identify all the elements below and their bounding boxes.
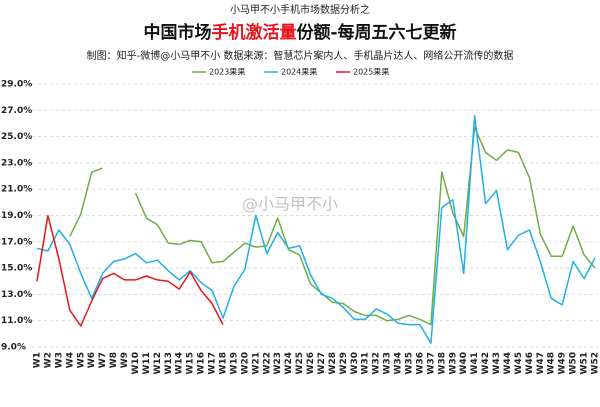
x-tick-label: W22 [262,352,272,374]
x-tick-label: W47 [536,352,546,374]
series-line [36,114,596,344]
y-tick-label: 27.0% [1,106,32,116]
x-tick-label: W44 [503,352,513,374]
x-tick-label: W13 [164,352,174,374]
x-tick-label: W33 [383,352,393,374]
x-tick-label: W20 [240,352,250,374]
x-tick-label: W29 [339,352,349,374]
x-tick-label: W30 [350,352,360,374]
x-tick-label: W38 [437,352,447,374]
x-tick-label: W24 [284,352,294,374]
x-tick-label: W46 [525,352,535,374]
y-tick-label: 11.0% [1,316,32,326]
watermark: @小马甲不小 [242,195,338,214]
x-tick-label: W41 [470,352,480,374]
series-line [36,214,224,327]
x-tick-label: W32 [372,352,382,374]
y-tick-label: 9.0% [1,343,26,353]
y-tick-label: 29.0% [1,80,32,90]
x-tick-label: W40 [459,352,469,374]
x-tick-label: W2 [43,352,53,368]
series-line [69,126,596,326]
y-tick-label: 21.0% [1,185,32,195]
x-tick-label: W48 [547,352,557,374]
x-tick-label: W45 [514,352,524,374]
x-tick-label: W17 [208,352,218,374]
x-tick-label: W1 [33,352,43,368]
y-tick-label: 15.0% [1,264,32,274]
x-tick-label: W9 [120,352,130,368]
x-tick-label: W4 [65,352,75,368]
legend-label: 2023果果 [209,68,245,77]
subtitle: 制图：知乎-微博@小马甲不小 数据来源：智慧芯片案内人、手机晶片达人、网络公开流… [87,49,514,62]
x-tick-label: W23 [273,352,283,374]
x-tick-label: W18 [219,352,229,374]
x-tick-label: W16 [197,352,207,374]
x-tick-label: W8 [109,352,119,368]
x-tick-label: W31 [361,352,371,374]
x-tick-label: W21 [251,352,261,374]
title-part: 中国市场 [143,22,211,43]
x-tick-label: W43 [492,352,502,374]
x-tick-label: W52 [591,352,600,374]
x-tick-label: W12 [153,352,163,374]
x-tick-label: W39 [448,352,458,374]
x-tick-label: W28 [328,352,338,374]
x-tick-label: W34 [394,352,404,374]
x-tick-label: W19 [229,352,239,374]
kicker: 小马甲不小手机市场数据分析之 [230,3,370,16]
chart-title: 中国市场手机激活量份额-每周五六七更新 [143,22,456,43]
legend-label: 2025果果 [353,68,389,77]
x-tick-label: W35 [405,352,415,374]
x-tick-label: W15 [186,352,196,374]
y-tick-label: 23.0% [1,158,32,168]
x-tick-label: W51 [580,352,590,374]
x-tick-label: W50 [569,352,579,374]
y-tick-label: 19.0% [1,211,32,221]
x-tick-label: W3 [54,352,64,368]
x-tick-label: W42 [481,352,491,374]
x-tick-label: W26 [306,352,316,374]
x-tick-label: W27 [317,352,327,374]
title-part: 手机激活量 [211,22,296,43]
x-tick-label: W10 [131,352,141,374]
legend-label: 2024果果 [281,68,317,77]
x-tick-label: W11 [142,352,152,374]
x-tick-label: W5 [76,352,86,368]
x-tick-label: W7 [98,352,108,368]
x-tick-label: W37 [426,352,436,374]
y-tick-label: 17.0% [1,237,32,247]
x-tick-label: W6 [87,352,97,368]
title-part: 份额-每周五六七更新 [296,22,456,43]
y-tick-label: 25.0% [1,132,32,142]
x-tick-label: W14 [175,352,185,374]
x-tick-label: W49 [558,352,568,374]
y-tick-label: 13.0% [1,290,32,300]
x-tick-label: W36 [415,352,425,374]
x-tick-label: W25 [295,352,305,374]
